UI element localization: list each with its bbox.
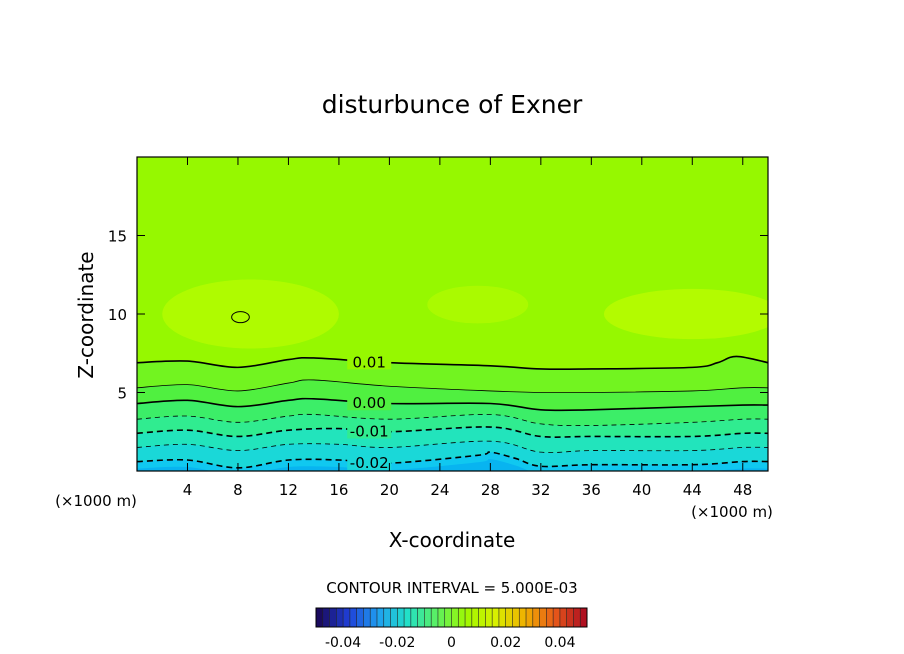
colorbar-swatch: [417, 608, 425, 627]
x-tick-label: 40: [632, 481, 651, 499]
contour-line--0.005: [137, 413, 768, 426]
colorbar: [315, 607, 588, 628]
x-axis-ticks: 4 8 12 16 20 24 28 32 36 40 44 48: [183, 157, 752, 499]
colorbar-swatch: [451, 608, 459, 627]
colorbar-swatch: [512, 608, 520, 627]
colorbar-swatch: [322, 608, 330, 627]
contour-label-bg: [347, 393, 392, 411]
colorbar-swatch: [546, 608, 554, 627]
colorbar-swatch: [376, 608, 384, 627]
colorbar-swatch: [519, 608, 527, 627]
colorbar-tick-label: 0: [447, 635, 456, 651]
y-tick-label: 10: [108, 306, 127, 324]
x-tick-label: 28: [481, 481, 500, 499]
colorbar-swatch: [498, 608, 506, 627]
colorbar-swatch: [349, 608, 357, 627]
colorbar-swatch: [336, 608, 344, 627]
highlight-region-1: [603, 288, 768, 340]
contour-line-0.01: [137, 355, 768, 371]
colorbar-swatch: [539, 608, 547, 627]
colorbar-swatch: [370, 608, 377, 627]
plot-area: 0.01 0.00 -0.01 -0.02: [136, 156, 769, 472]
fill-band-bottom: [137, 459, 768, 471]
contour-label-bg: [347, 352, 392, 370]
x-tick-label: 32: [531, 481, 550, 499]
fill-band--0.02: [137, 452, 768, 471]
colorbar-tick-label: 0.02: [490, 635, 521, 651]
colorbar-swatch: [329, 608, 337, 627]
colorbar-swatch: [553, 608, 560, 627]
colorbar-swatch: [478, 608, 486, 627]
colorbar-swatch: [383, 608, 391, 627]
highlight-region-0: [162, 279, 339, 349]
contour-line-0.005: [137, 379, 768, 394]
x-tick-label: 44: [683, 481, 702, 499]
y-tick-label: 15: [108, 228, 127, 246]
colorbar-swatch: [410, 608, 418, 627]
x-axis-label: X-coordinate: [389, 528, 516, 552]
closed-contour: [231, 311, 250, 324]
colorbar-tick-label: -0.02: [379, 635, 415, 651]
colorbar-swatch: [390, 608, 398, 627]
x-unit-right: (×1000 m): [691, 503, 773, 521]
colorbar-swatch: [404, 608, 411, 627]
colorbar-swatch: [559, 608, 567, 627]
colorbar-swatch: [458, 608, 466, 627]
colorbar-swatch: [343, 608, 350, 627]
contour-label: -0.02: [350, 454, 389, 472]
colorbar-swatch: [437, 608, 445, 627]
contour-interval-text: CONTOUR INTERVAL = 5.000E-03: [326, 579, 577, 597]
colorbar-swatch: [526, 608, 533, 627]
y-axis-ticks: 5 10 15: [108, 228, 768, 403]
contour-label: 0.01: [353, 353, 386, 371]
x-tick-label: 36: [582, 481, 601, 499]
colorbar-swatch: [431, 608, 438, 627]
colorbar-swatch: [573, 608, 581, 627]
colorbar-tick-label: -0.04: [325, 635, 361, 651]
colorbar-swatch: [580, 608, 587, 627]
contour-label-bg: [347, 452, 392, 470]
contour-label-bg: [347, 421, 392, 439]
x-tick-label: 24: [430, 481, 449, 499]
colorbar-swatch: [424, 608, 432, 627]
colorbar-frame: [315, 607, 588, 628]
contour-label: 0.00: [353, 394, 386, 412]
colorbar-swatch: [363, 608, 371, 627]
contour-label: -0.01: [350, 422, 389, 440]
colorbar-swatch: [492, 608, 499, 627]
colorbar-tick-label: 0.04: [544, 635, 575, 651]
x-tick-label: 12: [279, 481, 298, 499]
colorbar-swatch: [471, 608, 479, 627]
colorbar-swatch: [532, 608, 540, 627]
x-tick-label: 16: [329, 481, 348, 499]
x-tick-label: 4: [183, 481, 193, 499]
colorbar-swatch: [316, 608, 323, 627]
x-tick-label: 20: [380, 481, 399, 499]
contour-line--0.015: [137, 440, 768, 454]
contour-line--0.01: [137, 426, 768, 438]
contour-line-0: [137, 397, 768, 412]
y-axis-label: Z-coordinate: [74, 251, 98, 378]
contour-line--0.02: [137, 451, 768, 469]
colorbar-swatch: [444, 608, 452, 627]
colorbar-swatch: [465, 608, 472, 627]
x-tick-label: 48: [733, 481, 752, 499]
colorbar-tick-labels: -0.04 -0.02 0 0.02 0.04: [325, 635, 576, 651]
x-tick-label: 8: [233, 481, 243, 499]
colorbar-swatch: [566, 608, 574, 627]
colorbar-swatch: [356, 608, 364, 627]
colorbar-swatch: [397, 608, 405, 627]
colorbar-swatch: [485, 608, 493, 627]
highlight-region-2: [427, 285, 529, 324]
x-unit-left: (×1000 m): [55, 492, 137, 510]
colorbar-swatch: [505, 608, 513, 627]
y-tick-label: 5: [117, 385, 127, 403]
chart-title: disturbunce of Exner: [322, 90, 583, 119]
